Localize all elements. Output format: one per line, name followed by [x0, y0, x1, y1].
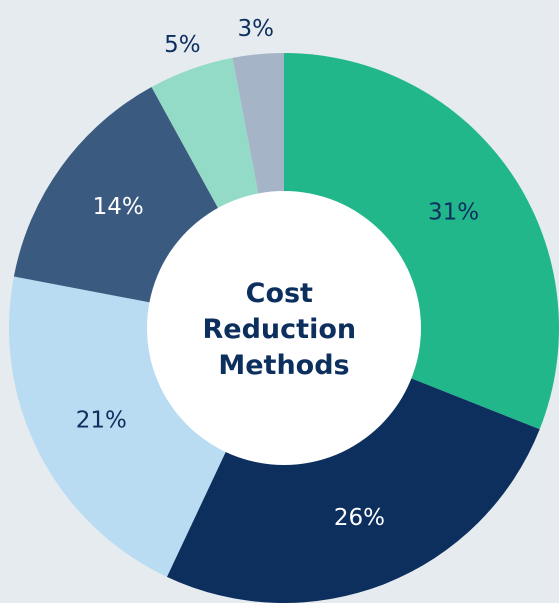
data-label: 5% [164, 32, 201, 58]
donut-hole [147, 191, 421, 465]
data-label: 31% [428, 199, 479, 225]
data-label: 26% [334, 505, 385, 531]
data-label: 21% [76, 408, 127, 434]
chart-title: Cost Reduction Methods [203, 278, 366, 381]
data-label: 3% [238, 16, 275, 42]
data-label: 14% [93, 194, 144, 220]
